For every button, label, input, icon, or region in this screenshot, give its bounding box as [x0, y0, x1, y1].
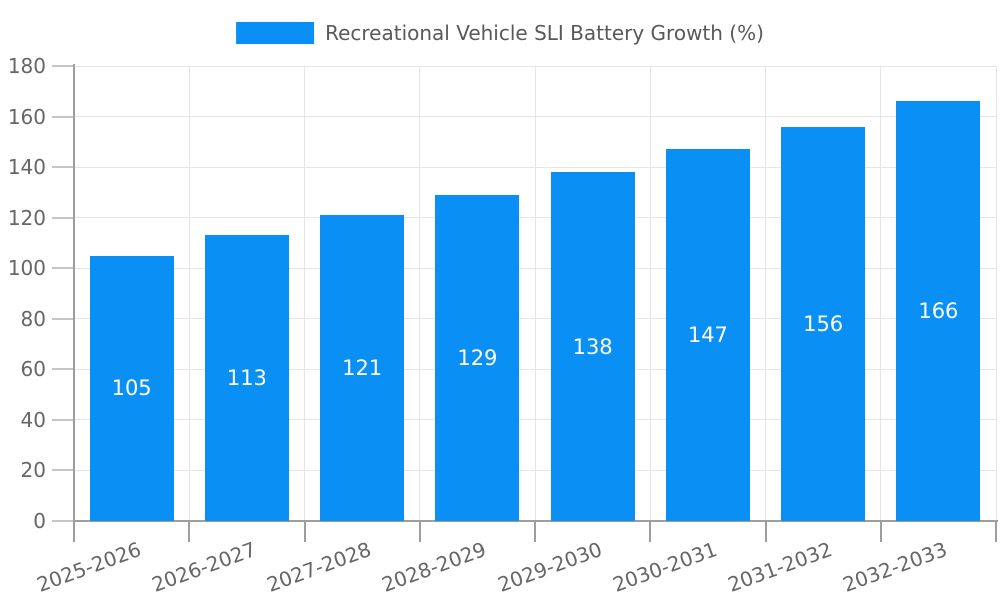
y-tick-mark — [52, 267, 74, 270]
y-tick-label: 40 — [20, 407, 46, 432]
bar[interactable] — [665, 149, 750, 521]
x-tick-mark — [879, 521, 882, 542]
x-gridline — [880, 66, 882, 521]
bar[interactable] — [550, 172, 635, 521]
bar-value-label: 156 — [803, 311, 844, 336]
y-axis-line — [73, 64, 75, 521]
legend-label: Recreational Vehicle SLI Battery Growth … — [325, 21, 764, 45]
x-tick-label: 2026-2027 — [148, 537, 260, 597]
bar-value-label: 166 — [918, 299, 959, 324]
bar[interactable] — [89, 255, 174, 521]
x-gridline — [995, 66, 997, 521]
x-tick-mark — [534, 521, 536, 542]
x-tick-mark — [418, 521, 421, 542]
y-tick-mark — [52, 418, 74, 421]
bar[interactable] — [204, 235, 289, 521]
y-tick-label: 160 — [7, 104, 46, 129]
x-gridline — [649, 66, 651, 521]
bar[interactable] — [320, 215, 405, 521]
y-tick-mark — [52, 469, 74, 472]
x-tick-mark — [649, 521, 652, 542]
y-tick-label: 0 — [33, 509, 46, 533]
bar-value-label: 121 — [342, 356, 383, 381]
y-tick-label: 140 — [7, 155, 46, 180]
x-gridline — [534, 66, 536, 521]
y-tick-mark — [52, 65, 74, 67]
x-tick-label: 2027-2028 — [263, 537, 375, 597]
bar[interactable] — [781, 126, 866, 521]
x-gridline — [304, 66, 305, 521]
x-tick-mark — [73, 521, 75, 542]
x-tick-mark — [303, 521, 306, 542]
x-tick-label: 2031-2032 — [724, 537, 836, 597]
bar-value-label: 138 — [572, 334, 613, 359]
x-gridline — [188, 66, 190, 521]
bar-value-label: 113 — [226, 366, 267, 391]
bar[interactable] — [435, 194, 520, 521]
x-gridline — [765, 66, 766, 521]
bar-value-label: 147 — [687, 323, 728, 348]
x-tick-label: 2028-2029 — [378, 537, 490, 597]
y-tick-label: 100 — [7, 256, 46, 281]
x-tick-label: 2025-2026 — [33, 537, 144, 597]
x-tick-label: 2030-2031 — [609, 537, 721, 597]
bar[interactable] — [896, 101, 981, 521]
bar-value-label: 129 — [457, 345, 498, 370]
bar-value-label: 105 — [111, 376, 152, 401]
x-tick-mark — [188, 521, 191, 542]
y-tick-mark — [52, 166, 74, 169]
y-tick-label: 20 — [20, 458, 46, 483]
y-tick-mark — [52, 216, 74, 219]
y-tick-label: 180 — [7, 54, 46, 78]
y-tick-mark — [52, 368, 74, 371]
x-tick-label: 2029-2030 — [494, 537, 605, 597]
y-tick-mark — [52, 317, 74, 320]
x-tick-mark — [995, 521, 997, 542]
x-gridline — [419, 66, 421, 521]
y-tick-label: 60 — [20, 357, 46, 382]
x-tick-mark — [764, 521, 767, 542]
y-tick-mark — [52, 520, 74, 522]
y-tick-label: 120 — [7, 205, 46, 230]
legend-item[interactable]: Recreational Vehicle SLI Battery Growth … — [236, 21, 764, 45]
y-tick-mark — [52, 115, 74, 118]
y-tick-label: 80 — [20, 306, 46, 331]
x-axis-line — [73, 520, 998, 522]
legend-swatch-icon — [236, 22, 315, 44]
x-tick-label: 2032-2033 — [839, 537, 951, 597]
